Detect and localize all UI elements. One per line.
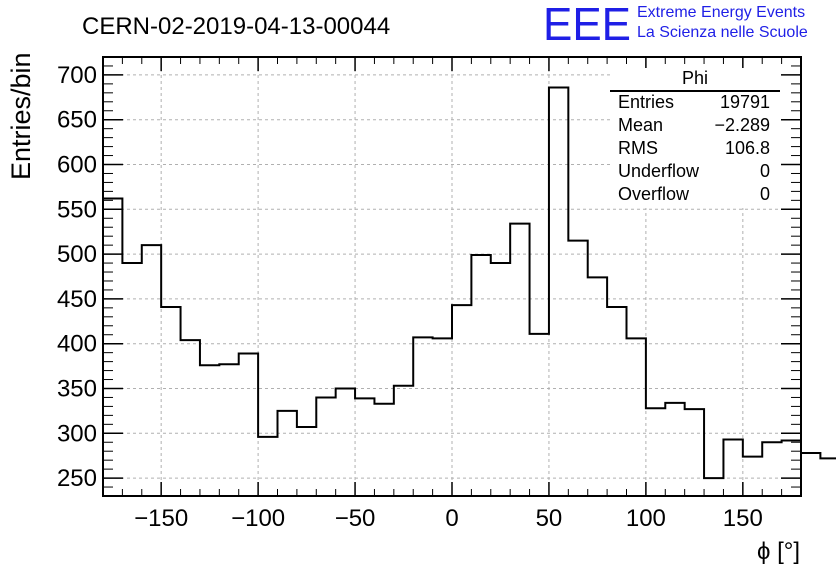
histogram-bin — [336, 388, 355, 496]
histogram-bin — [568, 241, 587, 496]
x-tick-label: −100 — [231, 505, 285, 532]
histogram-bin — [219, 364, 238, 496]
stats-value: 0 — [759, 161, 770, 181]
histogram-bin — [122, 263, 141, 496]
histogram-bin — [452, 305, 471, 496]
x-tick-label: 50 — [536, 505, 563, 532]
histogram-bin — [491, 263, 510, 496]
y-tick-label: 700 — [57, 62, 97, 89]
histogram-bin — [355, 398, 374, 496]
histogram-bin — [433, 338, 452, 496]
stats-row-rms: RMS 106.8 — [618, 138, 770, 161]
x-tick-label: 0 — [445, 505, 458, 532]
histogram-bin — [161, 307, 180, 496]
histogram-bin — [413, 337, 432, 496]
histogram-bin — [607, 307, 626, 496]
histogram-bin — [723, 440, 742, 496]
project-credit: Extreme Energy Events La Scienza nelle S… — [637, 3, 808, 43]
chart-title: CERN-02-2019-04-13-00044 — [82, 13, 390, 40]
y-tick-label: 400 — [57, 331, 97, 358]
x-tick-label: −150 — [134, 505, 188, 532]
x-tick-label: 150 — [723, 505, 763, 532]
stats-title: Phi — [681, 68, 708, 88]
x-tick-label: 100 — [626, 505, 666, 532]
y-tick-label: 250 — [57, 465, 97, 492]
histogram-bin — [471, 255, 490, 496]
stats-value: 106.8 — [724, 138, 770, 158]
stats-value: 19791 — [719, 92, 770, 112]
y-tick-label: 300 — [57, 420, 97, 447]
histogram-bin — [782, 440, 801, 496]
y-tick-label: 450 — [57, 286, 97, 313]
y-tick-label: 650 — [57, 107, 97, 134]
histogram-bin — [239, 354, 258, 496]
x-axis-label: ϕ [°] — [757, 538, 800, 565]
histogram-bin — [820, 458, 836, 496]
y-axis-label: Entries/bin — [6, 52, 36, 180]
histogram-bin — [297, 427, 316, 496]
histogram-outline — [102, 86, 836, 480]
histogram-bin — [801, 453, 820, 496]
histogram-bin — [762, 442, 781, 496]
histogram-bin — [181, 340, 200, 496]
stats-label: RMS — [618, 138, 658, 158]
histogram-bin — [316, 397, 335, 496]
eee-logo-icon: EEE — [543, 2, 631, 44]
stats-divider — [610, 90, 780, 92]
stats-row-overflow: Overflow 0 — [618, 184, 770, 207]
stats-row-mean: Mean −2.289 — [618, 115, 770, 138]
stats-label: Underflow — [618, 161, 700, 181]
stats-box: Phi Entries 19791 Mean −2.289 RMS 106.8 … — [610, 68, 780, 208]
stats-label: Mean — [618, 115, 664, 135]
project-line-2: La Scienza nelle Scuole — [637, 24, 808, 41]
y-tick-label: 600 — [57, 152, 97, 179]
stats-row-entries: Entries 19791 — [618, 92, 770, 115]
histogram-area — [102, 86, 836, 496]
histogram-bin — [142, 245, 161, 496]
histogram-bin — [685, 409, 704, 496]
histogram-bin — [374, 404, 393, 496]
x-tick-label: −50 — [335, 505, 376, 532]
histogram-bin — [278, 411, 297, 496]
histogram-bin — [588, 277, 607, 496]
histogram-bin — [704, 478, 723, 496]
y-tick-label: 350 — [57, 375, 97, 402]
histogram-bin — [665, 403, 684, 496]
stats-row-underflow: Underflow 0 — [618, 161, 770, 184]
histogram-bin — [627, 338, 646, 496]
stats-value: −2.289 — [714, 115, 770, 135]
histogram-bin — [549, 87, 568, 496]
histogram-bin — [646, 408, 665, 496]
histogram-bin — [394, 386, 413, 496]
histogram-bin — [530, 334, 549, 496]
stats-label: Entries — [618, 92, 675, 112]
axes: −150 −100 −50 0 50 100 150 250 300 350 400 450 500 55… — [57, 56, 802, 532]
stats-label: Overflow — [618, 184, 690, 204]
project-line-1: Extreme Energy Events — [637, 4, 806, 21]
histogram-bin — [200, 365, 219, 496]
histogram-bin — [743, 457, 762, 496]
histogram-bin — [510, 224, 529, 496]
y-tick-label: 550 — [57, 196, 97, 223]
histogram-bin — [258, 437, 277, 496]
logo-lettering: EEE — [543, 2, 631, 44]
y-tick-label: 500 — [57, 241, 97, 268]
stats-value: 0 — [759, 184, 770, 204]
